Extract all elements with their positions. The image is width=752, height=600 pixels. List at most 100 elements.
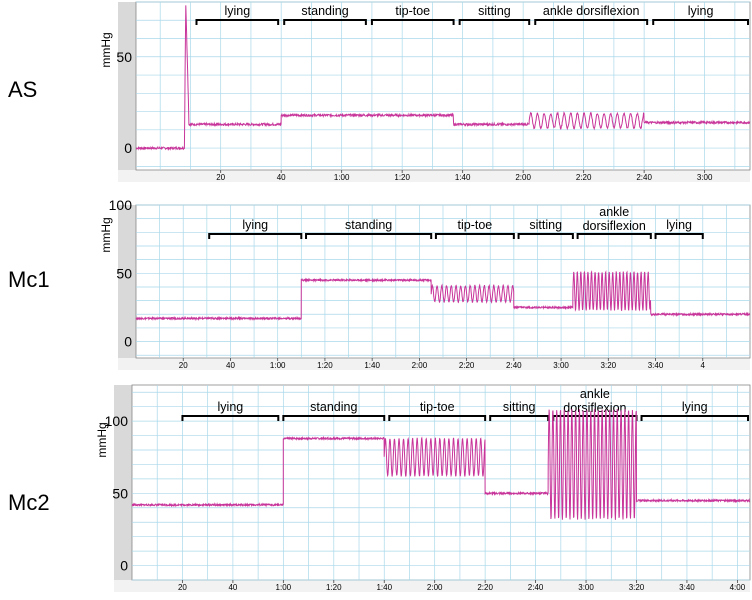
x-tick-label: 40 — [277, 173, 286, 182]
phase-label: lying — [682, 400, 708, 414]
phase-bracket: sitting — [458, 4, 531, 25]
x-tick-label: 4:00 — [730, 583, 746, 592]
x-tick-label: 20 — [179, 361, 188, 370]
y-tick-label: 50 — [112, 485, 128, 501]
axis-strip-bottom — [118, 170, 750, 182]
x-tick-label: 1:40 — [364, 361, 380, 370]
phase-label: lying — [666, 218, 692, 232]
y-tick-label: 0 — [120, 558, 128, 574]
x-tick-label: 1:20 — [317, 361, 333, 370]
phase-label: lying — [688, 4, 714, 18]
phase-label: sitting — [529, 218, 562, 232]
phase-label: sitting — [503, 400, 536, 414]
y-axis-label: mmHg — [99, 217, 113, 252]
x-tick-label: 3:40 — [648, 361, 664, 370]
phase-bracket: lying — [654, 218, 704, 239]
axis-strip-bottom — [114, 580, 750, 592]
axis-strip-left — [114, 385, 132, 592]
y-tick-label: 0 — [124, 334, 132, 350]
plot-area — [131, 384, 751, 581]
x-tick-label: 40 — [226, 361, 235, 370]
phase-bracket: standing — [305, 218, 433, 239]
phase-bracket: sitting — [489, 400, 550, 421]
phase-bracket: sitting — [517, 218, 574, 239]
phase-label: dorsiflexion — [583, 219, 646, 233]
plot-area — [135, 1, 751, 171]
x-tick-label: 3:40 — [679, 583, 695, 592]
x-tick-label: 4 — [701, 361, 706, 370]
x-tick-label: 3:20 — [601, 361, 617, 370]
axis-strip-bottom — [118, 358, 750, 370]
x-tick-label: 1:40 — [376, 583, 392, 592]
x-tick-label: 1:00 — [334, 173, 350, 182]
y-axis-label: mmHg — [95, 422, 109, 457]
y-tick-label: 100 — [105, 413, 129, 429]
phase-label: ankle — [580, 387, 610, 401]
x-tick-label: 20 — [216, 173, 225, 182]
pressure-trace — [135, 270, 751, 322]
phase-bracket: tip-toe — [434, 218, 515, 239]
subject-label: Mc2 — [8, 490, 50, 515]
phase-label: lying — [242, 218, 268, 232]
chart-panel-mc1: 0 50 100 mmHg Mc1 20 40 1:00 1:20 1:40 2:00 2:20 2:4… — [8, 197, 751, 370]
x-tick-label: 1:20 — [326, 583, 342, 592]
x-tick-label: 2:40 — [528, 583, 544, 592]
x-tick-label: 2:00 — [412, 361, 428, 370]
axis-strip-left — [118, 2, 136, 182]
phase-bracket: lying — [181, 400, 280, 421]
y-tick-label: 50 — [116, 265, 132, 281]
pressure-trace — [131, 408, 751, 520]
phase-bracket: tip-toe — [388, 400, 487, 421]
phase-label: tip-toe — [458, 218, 493, 232]
y-tick-label: 50 — [116, 49, 132, 65]
x-tick-label: 20 — [178, 583, 187, 592]
x-tick-label: 3:00 — [697, 173, 713, 182]
x-tick-label: 1:40 — [455, 173, 471, 182]
x-tick-label: 2:20 — [477, 583, 493, 592]
y-tick-label: 100 — [109, 197, 133, 213]
phase-bracket: lying — [195, 4, 280, 25]
x-tick-label: 2:40 — [506, 361, 522, 370]
x-tick-label: 2:00 — [427, 583, 443, 592]
phase-label: standing — [301, 4, 348, 18]
phase-label: ankle — [599, 205, 629, 219]
x-tick-label: 40 — [228, 583, 237, 592]
phase-bracket: standing — [283, 4, 367, 25]
x-tick-label: 1:00 — [270, 361, 286, 370]
phase-label: lying — [224, 4, 250, 18]
y-tick-label: 0 — [124, 140, 132, 156]
x-tick-label: 1:20 — [394, 173, 410, 182]
x-tick-label: 2:40 — [636, 173, 652, 182]
phase-bracket: lying — [652, 4, 749, 25]
phase-label: tip-toe — [395, 4, 430, 18]
phase-label: tip-toe — [420, 400, 455, 414]
subject-label: Mc1 — [8, 267, 50, 292]
phase-label: standing — [345, 218, 392, 232]
x-tick-label: 1:00 — [276, 583, 292, 592]
phase-bracket: tip-toe — [370, 4, 455, 25]
x-tick-label: 2:00 — [515, 173, 531, 182]
y-axis-label: mmHg — [99, 32, 113, 67]
phase-bracket: standing — [282, 400, 386, 421]
phase-bracket: lying — [640, 400, 749, 421]
phase-label: ankle dorsiflexion — [543, 4, 640, 18]
x-tick-label: 2:20 — [459, 361, 475, 370]
pressure-trace — [135, 5, 751, 152]
phase-label: sitting — [478, 4, 511, 18]
phase-bracket: ankle dorsiflexion — [534, 4, 649, 25]
x-tick-label: 3:00 — [553, 361, 569, 370]
phase-label: lying — [218, 400, 244, 414]
phase-label: standing — [310, 400, 357, 414]
axis-strip-left — [118, 205, 136, 370]
phase-bracket: lying — [208, 218, 303, 239]
x-tick-label: 3:00 — [578, 583, 594, 592]
grid — [132, 385, 750, 581]
x-tick-label: 3:20 — [629, 583, 645, 592]
x-tick-label: 2:20 — [576, 173, 592, 182]
subject-label: AS — [8, 77, 37, 102]
